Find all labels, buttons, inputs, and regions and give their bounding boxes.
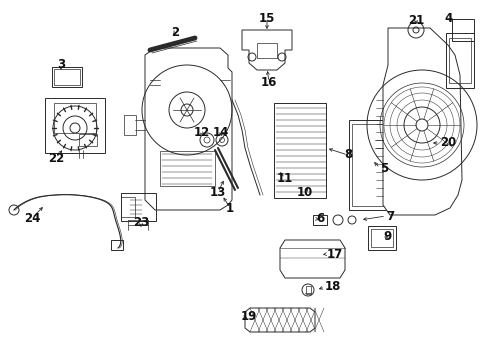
Text: 15: 15 xyxy=(258,12,275,24)
Text: 2: 2 xyxy=(171,26,179,39)
Text: 24: 24 xyxy=(24,211,40,225)
Text: 17: 17 xyxy=(326,248,343,261)
Text: 18: 18 xyxy=(325,280,341,293)
Text: 5: 5 xyxy=(379,162,387,175)
Polygon shape xyxy=(382,28,461,215)
Bar xyxy=(52,67,82,87)
Bar xyxy=(351,124,387,206)
Text: 6: 6 xyxy=(315,212,324,225)
Polygon shape xyxy=(280,240,345,278)
Bar xyxy=(370,229,392,247)
Bar xyxy=(54,69,80,85)
Text: 1: 1 xyxy=(225,202,234,215)
Text: 14: 14 xyxy=(212,126,229,139)
Bar xyxy=(45,98,105,153)
Text: 23: 23 xyxy=(133,216,149,229)
Bar xyxy=(54,103,96,133)
Bar xyxy=(305,286,310,294)
Bar xyxy=(111,240,123,250)
Bar xyxy=(79,134,97,146)
Text: 13: 13 xyxy=(209,185,225,198)
Text: 3: 3 xyxy=(57,58,65,72)
Bar xyxy=(273,103,325,198)
Bar xyxy=(159,150,214,185)
Polygon shape xyxy=(242,30,291,70)
Bar xyxy=(448,37,470,82)
Bar xyxy=(312,215,326,225)
Bar xyxy=(445,32,473,87)
Text: 19: 19 xyxy=(241,310,257,324)
Text: 4: 4 xyxy=(444,12,452,24)
Bar xyxy=(120,193,155,221)
Text: 11: 11 xyxy=(276,171,292,184)
Text: 21: 21 xyxy=(407,13,423,27)
Text: 12: 12 xyxy=(193,126,210,139)
Text: 22: 22 xyxy=(48,152,64,165)
Bar xyxy=(451,19,473,41)
Text: 9: 9 xyxy=(383,230,391,243)
Bar xyxy=(367,226,395,250)
Text: 16: 16 xyxy=(260,76,277,89)
Text: 10: 10 xyxy=(296,185,312,198)
Text: 7: 7 xyxy=(385,210,393,222)
Bar xyxy=(257,42,276,58)
Polygon shape xyxy=(145,48,231,210)
Bar xyxy=(124,115,136,135)
Text: 20: 20 xyxy=(439,136,455,149)
Text: 8: 8 xyxy=(343,148,351,162)
Bar xyxy=(348,120,390,210)
Polygon shape xyxy=(244,308,314,332)
Bar xyxy=(121,197,135,217)
